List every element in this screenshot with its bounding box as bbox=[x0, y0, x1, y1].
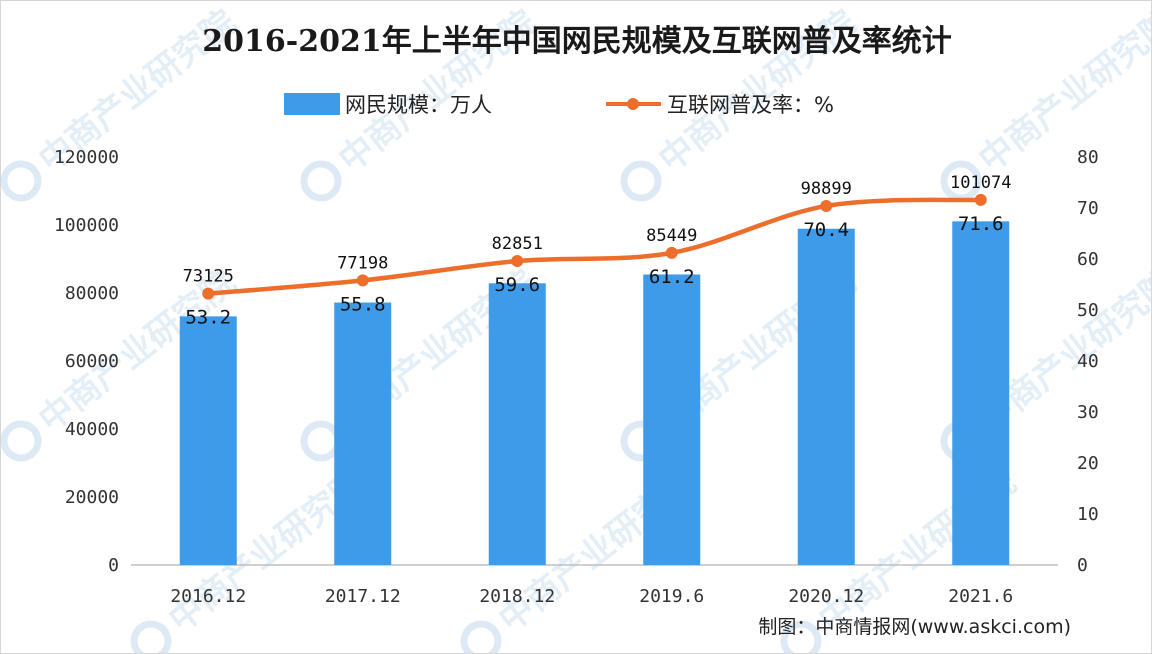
y-right-tick-label: 50 bbox=[1077, 300, 1099, 321]
watermark-logo-icon bbox=[130, 620, 172, 653]
y-left-tick-label: 20000 bbox=[65, 487, 119, 508]
y-right-tick-label: 40 bbox=[1077, 351, 1099, 372]
y-left-tick-label: 40000 bbox=[65, 419, 119, 440]
line-point bbox=[665, 246, 678, 259]
bar bbox=[952, 221, 1010, 566]
line-series-path bbox=[208, 197, 981, 296]
bar-data-label: 73125 bbox=[183, 267, 234, 287]
watermark-logo-icon bbox=[780, 620, 822, 653]
x-tick-label: 2021.6 bbox=[948, 586, 1013, 607]
y-right-tick-label: 70 bbox=[1077, 198, 1099, 219]
bar-data-label: 85449 bbox=[646, 226, 697, 246]
line-point bbox=[974, 193, 987, 206]
watermark-text: 中商产业研究院 bbox=[971, 2, 1152, 180]
y-left-tick-label: 120000 bbox=[54, 147, 119, 168]
watermark-logo-icon bbox=[1, 160, 42, 202]
line-data-label: 71.6 bbox=[958, 213, 1004, 235]
line-data-label: 53.2 bbox=[185, 307, 231, 329]
y-left-tick-label: 100000 bbox=[54, 215, 119, 236]
bar bbox=[179, 316, 237, 565]
x-tick-label: 2016.12 bbox=[170, 586, 246, 607]
y-right-tick-label: 10 bbox=[1077, 504, 1099, 525]
legend-label-bar: 网民规模：万人 bbox=[345, 93, 492, 117]
bar bbox=[643, 274, 701, 565]
line-point bbox=[202, 287, 215, 300]
y-right-tick-label: 20 bbox=[1077, 453, 1099, 474]
line-data-label: 55.8 bbox=[340, 293, 386, 315]
x-tick-label: 2019.6 bbox=[639, 586, 704, 607]
legend-label-line: 互联网普及率：% bbox=[667, 93, 834, 117]
legend-marker-line bbox=[627, 98, 639, 110]
bar bbox=[797, 228, 855, 565]
watermark-logo-icon bbox=[940, 160, 982, 202]
line-point bbox=[511, 255, 524, 268]
source-note: 制图：中商情报网(www.askci.com) bbox=[758, 616, 1071, 638]
watermark-logo-icon bbox=[620, 160, 662, 202]
y-right-tick-label: 80 bbox=[1077, 147, 1099, 168]
bar-data-label: 82851 bbox=[492, 234, 543, 254]
bar bbox=[488, 283, 546, 565]
y-right-tick-label: 60 bbox=[1077, 249, 1099, 270]
y-right-tick-label: 30 bbox=[1077, 402, 1099, 423]
bar-data-label: 98899 bbox=[801, 179, 852, 199]
bar-data-label: 101074 bbox=[950, 173, 1011, 193]
x-tick-label: 2020.12 bbox=[788, 586, 864, 607]
y-left-tick-label: 60000 bbox=[65, 351, 119, 372]
watermark-logo-icon bbox=[460, 620, 502, 653]
chart-title: 2016-2021年上半年中国网民规模及互联网普及率统计 bbox=[202, 24, 951, 59]
line-layer bbox=[202, 193, 987, 300]
bars-layer bbox=[179, 221, 1010, 566]
line-point bbox=[820, 199, 833, 212]
bar bbox=[334, 302, 392, 565]
x-tick-label: 2017.12 bbox=[325, 586, 401, 607]
y-left-tick-label: 80000 bbox=[65, 283, 119, 304]
x-tick-label: 2018.12 bbox=[479, 586, 555, 607]
watermark-logo-icon bbox=[300, 160, 342, 202]
y-right-tick-label: 0 bbox=[1077, 555, 1088, 576]
bar-data-label: 77198 bbox=[337, 253, 388, 273]
line-point bbox=[356, 274, 369, 287]
line-data-label: 59.6 bbox=[494, 274, 540, 296]
y-left-tick-label: 0 bbox=[108, 555, 119, 576]
legend-swatch-bar bbox=[284, 93, 340, 115]
watermark-logo-icon bbox=[1, 420, 42, 462]
legend: 网民规模：万人 互联网普及率：% bbox=[284, 93, 834, 117]
axes-layer: 0 20000 40000 60000 80000 100000 120000 0 10 20 30… bbox=[54, 147, 1099, 607]
line-data-label: 61.2 bbox=[649, 266, 695, 288]
line-data-label: 70.4 bbox=[803, 219, 849, 241]
labels-layer: 73125 77198 82851 85449 98899 101074 53.2 55.8 5… bbox=[183, 173, 1012, 329]
